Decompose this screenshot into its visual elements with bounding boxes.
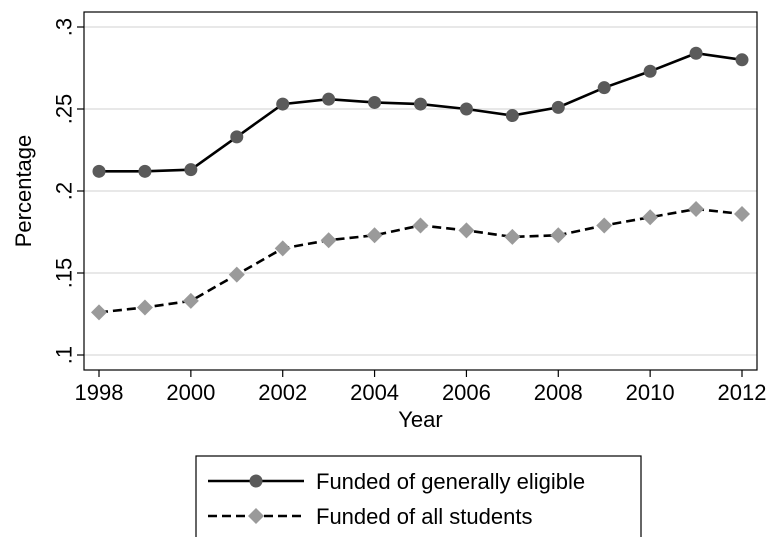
data-point [414,97,427,111]
data-point [643,64,657,78]
data-point [92,164,106,178]
data-point [368,95,382,109]
data-point [276,97,290,111]
y-axis-title: Percentage [11,135,36,248]
data-point [597,81,611,95]
data-point [504,228,521,245]
data-point [596,217,613,234]
legend-item: Funded of generally eligible [208,469,585,494]
legend-box [195,455,642,537]
y-axis-ticks: .1 .15 .2 .25 .3 [52,18,84,364]
x-tick-label: 2008 [534,380,583,405]
grid-lines [84,26,757,356]
data-point [184,163,198,177]
y-tick-label: .2 [52,182,77,200]
legend-label: Funded of generally eligible [316,469,585,494]
x-tick-label: 2004 [350,380,399,405]
data-point [505,109,519,123]
data-point [459,102,473,116]
data-point [182,292,199,309]
data-point [642,209,659,226]
data-point [458,222,475,239]
legend-marker [248,508,264,524]
data-point [735,53,749,67]
x-tick-label: 2000 [166,380,215,405]
x-tick-label: 2012 [718,380,767,405]
y-tick-label: .3 [52,18,77,36]
data-point [230,130,244,144]
legend-label: Funded of all students [316,504,532,529]
data-point [320,232,337,249]
x-tick-label: 2010 [626,380,675,405]
data-point [688,201,705,218]
data-point [274,240,291,257]
x-axis-ticks: 1998 2000 2002 2004 2006 2008 2010 2012 [75,370,767,405]
y-tick-label: .15 [52,258,77,289]
y-tick-label: .25 [52,94,77,125]
data-point [138,164,152,178]
x-tick-label: 1998 [75,380,124,405]
data-point [91,304,107,321]
legend: Funded of generally eligible Funded of al… [195,455,642,537]
x-axis-title: Year [398,407,442,432]
data-point [136,299,153,316]
y-tick-label: .1 [52,346,77,364]
series-1 [92,46,749,178]
data-point [689,46,703,60]
series-2 [91,201,750,321]
data-point [412,217,429,234]
legend-item: Funded of all students [208,504,532,529]
data-point [366,227,383,244]
data-series [91,46,750,321]
data-point [550,227,567,244]
data-point [551,100,565,114]
data-point [734,205,750,222]
data-point [228,266,245,283]
x-tick-label: 2006 [442,380,491,405]
x-tick-label: 2002 [258,380,307,405]
legend-marker [249,474,263,488]
data-point [322,92,336,106]
